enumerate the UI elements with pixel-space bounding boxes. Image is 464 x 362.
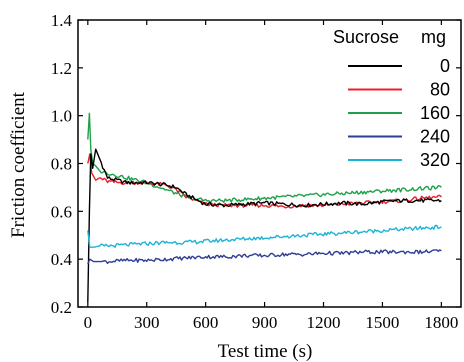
legend-label-0: 0 [440,56,450,76]
x-tick-label: 1500 [365,313,399,332]
y-tick-label: 0.2 [51,298,72,317]
y-tick-label: 1.0 [51,107,72,126]
y-tick-label: 0.4 [51,250,73,269]
plot-frame [77,19,462,308]
legend-label-240: 240 [420,127,450,147]
series-line-240 [87,249,442,265]
y-tick-label: 0.8 [51,155,72,174]
legend: Sucrose mg 0 80 160 240 320 [333,27,450,170]
x-tick-label: 600 [193,313,219,332]
series-line-160 [87,112,442,204]
x-tick-label: 1200 [307,313,341,332]
legend-label-320: 320 [420,150,450,170]
y-tick-label: 1.4 [51,11,73,30]
x-tick-label: 900 [252,313,278,332]
x-tick-label: 1800 [424,313,458,332]
legend-title-mg: mg [421,27,446,47]
series-line-320 [87,224,442,248]
y-axis-title: Friction coefficient [8,91,29,238]
legend-title-sucrose: Sucrose [333,27,399,47]
series-layer [87,112,442,303]
x-axis-title: Test time (s) [218,341,313,362]
y-tick-label: 1.2 [51,59,72,78]
series-line-0 [87,148,442,303]
x-tick-label: 0 [84,313,93,332]
y-tick-label: 0.6 [51,202,72,221]
legend-label-80: 80 [430,80,450,100]
legend-label-160: 160 [420,103,450,123]
axis-layer: 0 300 600 900 1200 1500 1800 0.2 0.4 0.6 0.8 1.0 1.2… [51,11,461,332]
x-tick-label: 300 [134,313,160,332]
